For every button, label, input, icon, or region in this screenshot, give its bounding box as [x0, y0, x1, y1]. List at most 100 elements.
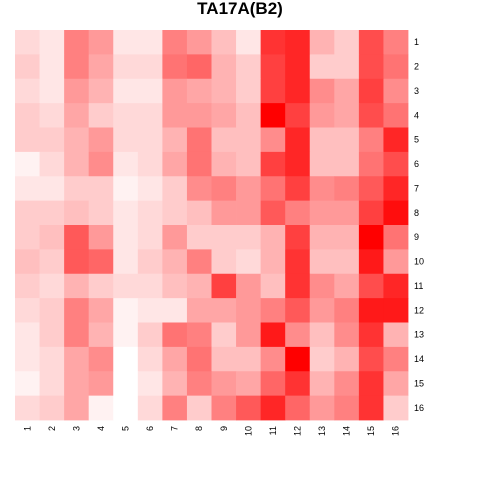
row-tick-label: 4 — [414, 110, 419, 120]
heatmap-cell — [334, 371, 360, 397]
row-tick-label: 14 — [414, 354, 424, 364]
heatmap-cell — [186, 371, 212, 397]
heatmap-cell — [383, 322, 409, 348]
heatmap-cell — [162, 273, 188, 299]
heatmap-cell — [64, 103, 90, 128]
column-tick-label: 5 — [121, 426, 131, 431]
heatmap-cell — [236, 322, 262, 348]
heatmap-cell — [15, 103, 40, 128]
heatmap-cell — [334, 30, 360, 55]
heatmap-cell — [236, 176, 262, 202]
column-tick-label: 7 — [170, 426, 180, 431]
heatmap-cell — [39, 346, 65, 372]
heatmap-cell — [186, 225, 212, 250]
chart-title: TA17A(B2) — [197, 0, 283, 18]
heatmap-cell — [15, 54, 40, 80]
heatmap-cell — [113, 103, 139, 128]
heatmap-cell — [186, 273, 212, 299]
heatmap-cell — [211, 200, 237, 226]
heatmap-cell — [15, 298, 40, 323]
heatmap-cell — [39, 176, 65, 202]
heatmap-cell — [186, 322, 212, 348]
heatmap-cell — [358, 298, 384, 323]
heatmap-cell — [15, 249, 40, 275]
heatmap-cells — [15, 30, 409, 421]
heatmap-cell — [309, 176, 335, 202]
heatmap-cell — [309, 371, 335, 397]
heatmap-cell — [236, 151, 262, 177]
heatmap-cell — [39, 395, 65, 421]
heatmap-cell — [358, 127, 384, 153]
heatmap-cell — [15, 151, 40, 177]
heatmap-cell — [236, 200, 262, 226]
heatmap-cell — [383, 395, 409, 421]
heatmap-cell — [137, 127, 163, 153]
heatmap-cell — [137, 322, 163, 348]
heatmap-cell — [260, 273, 286, 299]
heatmap-cell — [15, 395, 40, 421]
heatmap-cell — [285, 54, 311, 80]
column-tick-label: 16 — [391, 426, 401, 436]
heatmap-cell — [358, 395, 384, 421]
heatmap-cell — [88, 200, 114, 226]
heatmap-cell — [64, 151, 90, 177]
heatmap-cell — [383, 298, 409, 323]
heatmap-cell — [334, 78, 360, 104]
heatmap-cell — [334, 346, 360, 372]
column-tick-label: 8 — [194, 426, 204, 431]
heatmap-cell — [162, 225, 188, 250]
heatmap-cell — [260, 54, 286, 80]
heatmap-cell — [186, 200, 212, 226]
heatmap-cell — [309, 395, 335, 421]
heatmap-cell — [137, 298, 163, 323]
heatmap-cell — [64, 200, 90, 226]
heatmap-cell — [15, 225, 40, 250]
heatmap-cell — [260, 346, 286, 372]
heatmap-cell — [211, 346, 237, 372]
column-tick-label: 15 — [366, 426, 376, 436]
heatmap-cell — [260, 249, 286, 275]
heatmap-cell — [358, 273, 384, 299]
heatmap-cell — [334, 176, 360, 202]
column-tick-label: 2 — [47, 426, 57, 431]
heatmap-cell — [113, 298, 139, 323]
heatmap-cell — [260, 395, 286, 421]
heatmap-cell — [39, 225, 65, 250]
heatmap-cell — [162, 103, 188, 128]
heatmap-cell — [113, 395, 139, 421]
heatmap-cell — [358, 200, 384, 226]
heatmap-cell — [186, 127, 212, 153]
heatmap-cell — [211, 30, 237, 55]
heatmap-cell — [383, 346, 409, 372]
heatmap-cell — [88, 273, 114, 299]
heatmap-cell — [113, 151, 139, 177]
heatmap-cell — [64, 322, 90, 348]
heatmap-cell — [309, 103, 335, 128]
heatmap-cell — [383, 371, 409, 397]
heatmap-cell — [64, 249, 90, 275]
column-tick-label: 1 — [22, 426, 32, 431]
heatmap-cell — [39, 54, 65, 80]
heatmap-cell — [64, 54, 90, 80]
heatmap-cell — [211, 322, 237, 348]
heatmap-cell — [88, 30, 114, 55]
heatmap-cell — [309, 225, 335, 250]
heatmap-cell — [285, 103, 311, 128]
heatmap-cell — [137, 395, 163, 421]
heatmap-cell — [162, 346, 188, 372]
heatmap-cell — [334, 127, 360, 153]
heatmap-cell — [236, 249, 262, 275]
row-tick-label: 13 — [414, 330, 424, 340]
heatmap-cell — [260, 127, 286, 153]
row-tick-label: 9 — [414, 232, 419, 242]
heatmap-cell — [309, 346, 335, 372]
heatmap-cell — [383, 54, 409, 80]
heatmap-cell — [137, 249, 163, 275]
heatmap-cell — [39, 103, 65, 128]
heatmap-cell — [260, 78, 286, 104]
heatmap-cell — [137, 225, 163, 250]
heatmap-cell — [137, 78, 163, 104]
heatmap-cell — [39, 298, 65, 323]
heatmap-cell — [186, 78, 212, 104]
heatmap-cell — [334, 298, 360, 323]
